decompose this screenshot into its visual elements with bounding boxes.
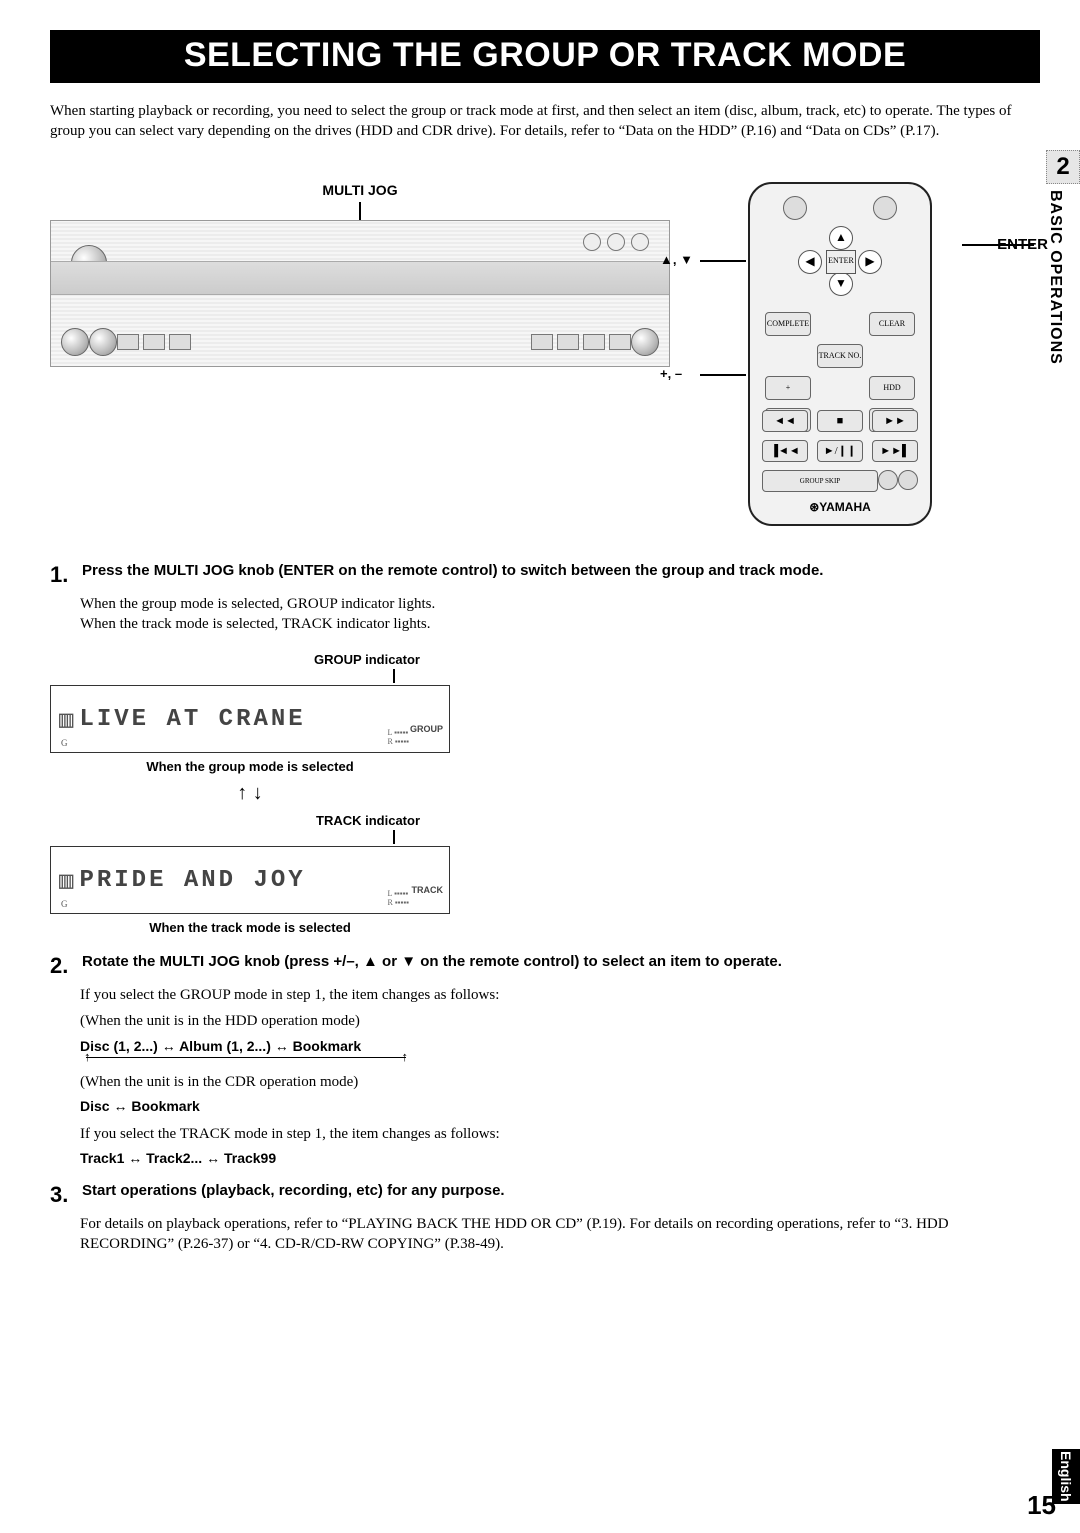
step-body-line: When the track mode is selected, TRACK i… bbox=[80, 614, 1040, 634]
multi-jog-knob-icon bbox=[631, 328, 659, 356]
pointer-line bbox=[359, 202, 361, 220]
left-button-icon: ◀ bbox=[798, 250, 822, 274]
callout-plusminus-label: +, – bbox=[660, 366, 682, 381]
step-1: 1. Press the MULTI JOG knob (ENTER on th… bbox=[50, 562, 1040, 635]
updown-arrows-icon: ↑ ↓ bbox=[50, 782, 450, 805]
track-indicator-label: TRACK indicator bbox=[50, 813, 450, 828]
folder-icon: ▥ bbox=[59, 705, 73, 733]
chapter-label: BASIC OPERATIONS bbox=[1046, 190, 1064, 365]
step-number: 3. bbox=[50, 1182, 78, 1208]
step-2: 2. Rotate the MULTI JOG knob (press +/–,… bbox=[50, 953, 1040, 1166]
remote-figure: ▲, ▼ +, – ENTER ▲ ▼ ◀ ▶ ENTE bbox=[710, 182, 970, 526]
step-heading: Press the MULTI JOG knob (ENTER on the r… bbox=[82, 562, 823, 579]
page-title: SELECTING THE GROUP OR TRACK MODE bbox=[50, 30, 1040, 83]
arrow-up-icon: ↑ bbox=[84, 1049, 91, 1065]
device-illustration bbox=[50, 220, 670, 367]
intro-paragraph: When starting playback or recording, you… bbox=[50, 101, 1040, 142]
ff-button-icon: ►► bbox=[872, 410, 918, 432]
step-body: When the group mode is selected, GROUP i… bbox=[80, 594, 1040, 635]
remote-illustration: ▲ ▼ ◀ ▶ ENTER COMPLETE CLEAR bbox=[748, 182, 932, 526]
lcd-text: PRIDE AND JOY bbox=[79, 867, 305, 894]
callout-line bbox=[700, 374, 746, 376]
step-3: 3. Start operations (playback, recording… bbox=[50, 1182, 1040, 1255]
step-body-line: If you select the TRACK mode in step 1, … bbox=[80, 1124, 1040, 1144]
yamaha-brand-label: ⊛YAMAHA bbox=[750, 500, 930, 514]
play-pause-button-icon: ►/❙❙ bbox=[817, 440, 863, 462]
rewind-button-icon: ◄◄ bbox=[762, 410, 808, 432]
device-indicator-icons bbox=[583, 233, 649, 251]
knob-icon bbox=[89, 328, 117, 356]
groupskip-label: GROUP SKIP bbox=[762, 470, 878, 492]
transport-buttons: ◄◄ ■ ►► ▐◄◄ ►/❙❙ ►►▌ GROUP SKIP bbox=[762, 410, 918, 500]
g-marker: G bbox=[61, 899, 68, 909]
lcd-meter-icon: L ▪▪▪▪▪R ▪▪▪▪▪ bbox=[387, 889, 409, 907]
stop-button-icon: ■ bbox=[817, 410, 863, 432]
pointer-line bbox=[393, 830, 395, 844]
arrow-up-icon: ↑ bbox=[402, 1049, 409, 1065]
prev-button-icon: ▐◄◄ bbox=[762, 440, 808, 462]
next-button-icon: ►►▌ bbox=[872, 440, 918, 462]
g-marker: G bbox=[61, 738, 68, 748]
up-button-icon: ▲ bbox=[829, 226, 853, 250]
figures-row: MULTI JOG bbox=[50, 182, 1040, 542]
nav-cdr: Disc ↔ Bookmark bbox=[80, 1098, 1040, 1114]
knob-icon bbox=[61, 328, 89, 356]
nav-underline: ↑ ↑ bbox=[86, 1056, 406, 1058]
step-number: 2. bbox=[50, 953, 78, 979]
lcd-text: LIVE AT CRANE bbox=[79, 706, 305, 733]
plus-button-icon: + bbox=[765, 376, 811, 400]
step-body-line: If you select the GROUP mode in step 1, … bbox=[80, 985, 1040, 1005]
lcd-group: ▥ LIVE AT CRANE GROUP G L ▪▪▪▪▪R ▪▪▪▪▪ bbox=[50, 685, 450, 753]
remote-top-row bbox=[750, 196, 930, 220]
device-figure: MULTI JOG bbox=[50, 182, 670, 367]
callout-arrows-label: ▲, ▼ bbox=[660, 252, 693, 267]
callout-line bbox=[962, 244, 1034, 246]
clear-button-icon: CLEAR bbox=[869, 312, 915, 336]
track-caption: When the track mode is selected bbox=[50, 920, 450, 935]
hdd-button-icon: HDD bbox=[869, 376, 915, 400]
enter-button-icon: ENTER bbox=[826, 250, 856, 274]
chapter-tab: 2 BASIC OPERATIONS bbox=[1046, 150, 1080, 365]
lcd-track: ▥ PRIDE AND JOY TRACK G L ▪▪▪▪▪R ▪▪▪▪▪ bbox=[50, 846, 450, 914]
button-group bbox=[117, 334, 191, 350]
lcd-section: GROUP indicator ▥ LIVE AT CRANE GROUP G … bbox=[50, 652, 450, 935]
groupskip-prev-icon bbox=[878, 470, 898, 490]
step-heading: Start operations (playback, recording, e… bbox=[82, 1182, 505, 1199]
mode-button-icon bbox=[783, 196, 807, 220]
right-button-icon: ▶ bbox=[858, 250, 882, 274]
group-caption: When the group mode is selected bbox=[50, 759, 450, 774]
down-button-icon: ▼ bbox=[829, 272, 853, 296]
device-display-strip bbox=[51, 261, 669, 295]
bottom-tabs: English bbox=[1052, 1449, 1080, 1515]
group-tag: GROUP bbox=[410, 724, 443, 734]
language-tab: English bbox=[1052, 1449, 1080, 1504]
page-number: 15 bbox=[1027, 1490, 1056, 1521]
trackno-label: TRACK NO. bbox=[817, 344, 863, 368]
groupskip-next-icon bbox=[898, 470, 918, 490]
menu-button-icon bbox=[873, 196, 897, 220]
callout-line bbox=[700, 260, 746, 262]
mode-note: (When the unit is in the CDR operation m… bbox=[80, 1072, 1040, 1092]
folder-icon: ▥ bbox=[59, 866, 73, 894]
multi-jog-label: MULTI JOG bbox=[50, 182, 670, 198]
dpad: ▲ ▼ ◀ ▶ ENTER bbox=[790, 226, 890, 296]
complete-button-icon: COMPLETE bbox=[765, 312, 811, 336]
pointer-line bbox=[393, 669, 395, 683]
button-group bbox=[531, 334, 631, 350]
nav-hdd: Disc (1, 2...) ↔ Album (1, 2...) ↔ Bookm… bbox=[80, 1038, 1040, 1054]
step-number: 1. bbox=[50, 562, 78, 588]
step-body-line: When the group mode is selected, GROUP i… bbox=[80, 594, 1040, 614]
lcd-meter-icon: L ▪▪▪▪▪R ▪▪▪▪▪ bbox=[387, 728, 409, 746]
step-body-line: For details on playback operations, refe… bbox=[80, 1214, 1040, 1255]
track-tag: TRACK bbox=[412, 885, 444, 895]
step-body: For details on playback operations, refe… bbox=[80, 1214, 1040, 1255]
chapter-number: 2 bbox=[1046, 150, 1080, 184]
mode-note: (When the unit is in the HDD operation m… bbox=[80, 1011, 1040, 1031]
group-indicator-label: GROUP indicator bbox=[50, 652, 450, 667]
step-body: If you select the GROUP mode in step 1, … bbox=[80, 985, 1040, 1032]
step-heading: Rotate the MULTI JOG knob (press +/–, ▲ … bbox=[82, 953, 782, 970]
manual-page: SELECTING THE GROUP OR TRACK MODE When s… bbox=[0, 0, 1080, 1533]
device-controls-row bbox=[61, 328, 659, 356]
nav-track: Track1 ↔ Track2... ↔ Track99 bbox=[80, 1150, 1040, 1166]
